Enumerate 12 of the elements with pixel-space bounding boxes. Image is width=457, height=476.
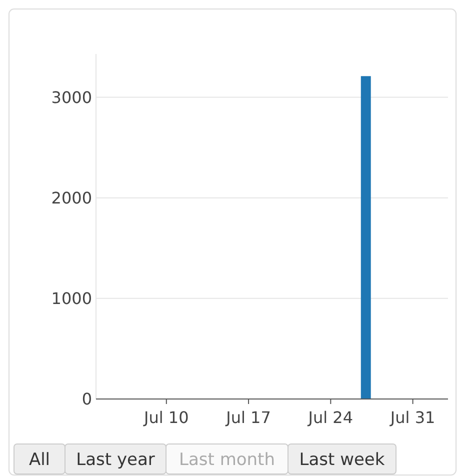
- x-tick-label: Jul 17: [225, 408, 271, 427]
- y-tick-label: 1000: [51, 289, 92, 308]
- x-tick-label: Jul 24: [307, 408, 354, 427]
- y-tick-label: 2000: [51, 188, 92, 208]
- x-tick-label: Jul 31: [389, 408, 436, 427]
- x-tick-label: Jul 10: [143, 408, 189, 427]
- range-button: All: [14, 444, 66, 474]
- range-button: Last year: [64, 444, 166, 474]
- y-tick-label: 0: [82, 390, 92, 409]
- range-button: Last month: [166, 444, 288, 474]
- range-button: Last week: [288, 444, 396, 474]
- y-tick-label: 3000: [51, 88, 92, 107]
